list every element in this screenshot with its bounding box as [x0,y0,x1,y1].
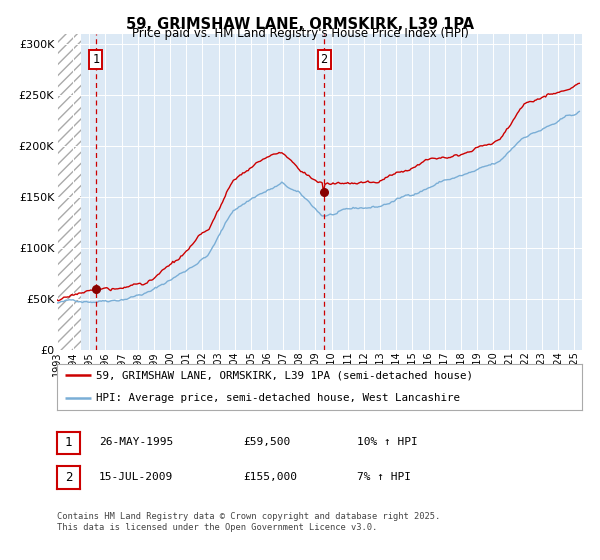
Text: £155,000: £155,000 [243,472,297,482]
Text: 7% ↑ HPI: 7% ↑ HPI [357,472,411,482]
Text: 59, GRIMSHAW LANE, ORMSKIRK, L39 1PA: 59, GRIMSHAW LANE, ORMSKIRK, L39 1PA [126,17,474,32]
Text: £59,500: £59,500 [243,437,290,447]
Text: HPI: Average price, semi-detached house, West Lancashire: HPI: Average price, semi-detached house,… [97,394,460,403]
Text: 15-JUL-2009: 15-JUL-2009 [99,472,173,482]
Text: 59, GRIMSHAW LANE, ORMSKIRK, L39 1PA (semi-detached house): 59, GRIMSHAW LANE, ORMSKIRK, L39 1PA (se… [97,371,473,380]
Text: Price paid vs. HM Land Registry's House Price Index (HPI): Price paid vs. HM Land Registry's House … [131,27,469,40]
Text: 1: 1 [65,436,72,450]
Text: 1: 1 [92,53,99,66]
Text: 2: 2 [65,471,72,484]
Text: 10% ↑ HPI: 10% ↑ HPI [357,437,418,447]
Text: 26-MAY-1995: 26-MAY-1995 [99,437,173,447]
Text: 2: 2 [320,53,328,66]
Bar [57,34,81,350]
Text: Contains HM Land Registry data © Crown copyright and database right 2025.
This d: Contains HM Land Registry data © Crown c… [57,512,440,532]
